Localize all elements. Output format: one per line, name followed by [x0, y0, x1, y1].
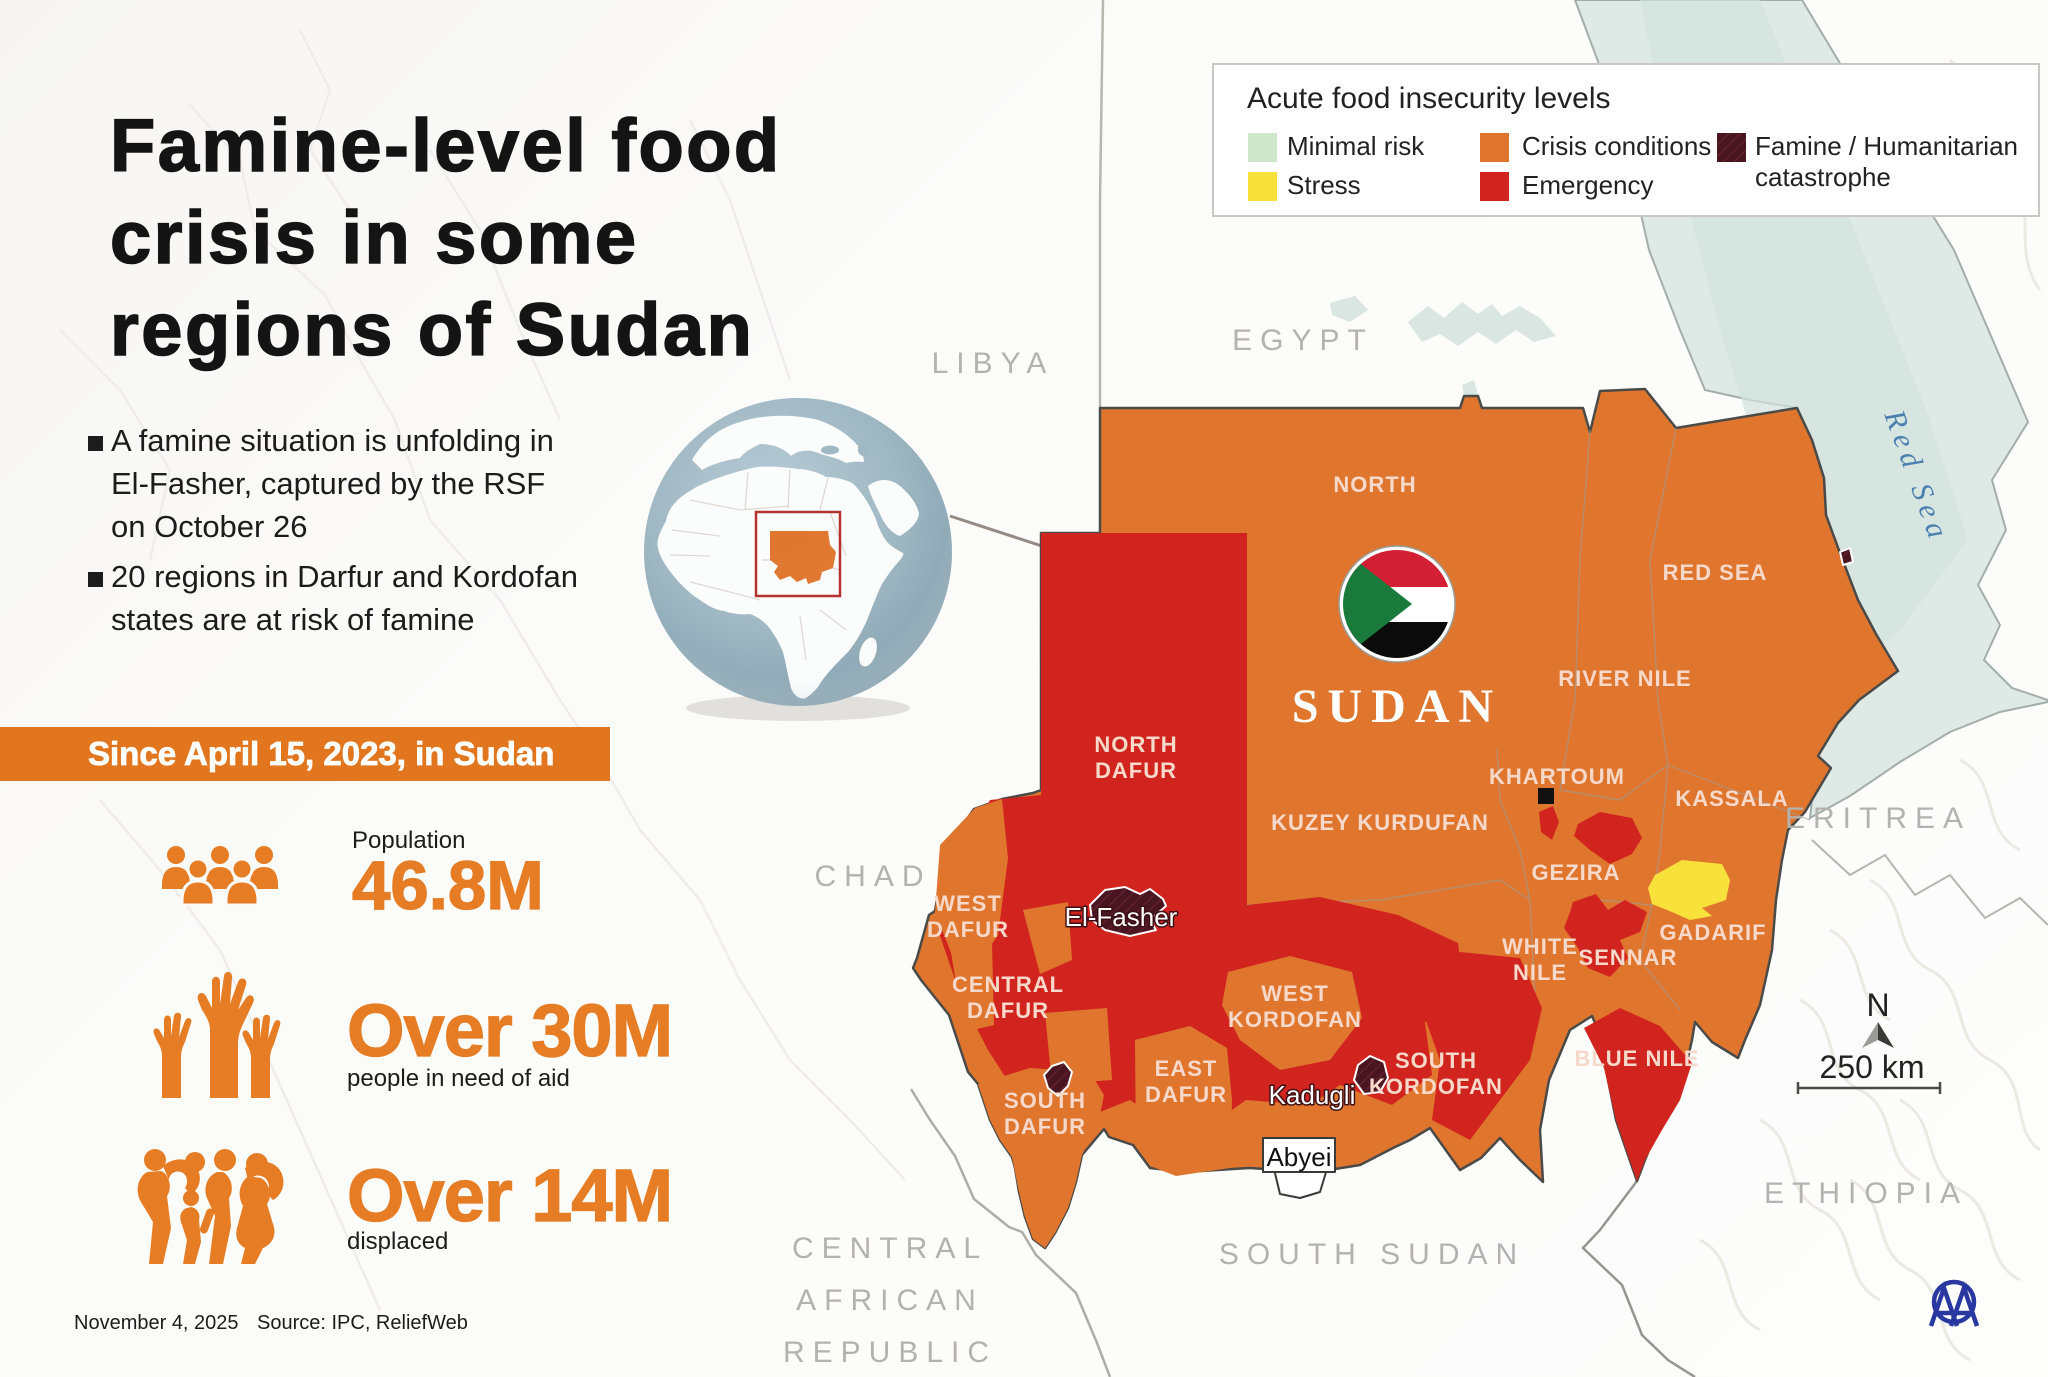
svg-text:CENTRAL: CENTRAL — [952, 972, 1064, 997]
svg-text:KASSALA: KASSALA — [1675, 786, 1788, 811]
svg-text:DAFUR: DAFUR — [1145, 1082, 1227, 1107]
svg-text:DAFUR: DAFUR — [1095, 758, 1177, 783]
svg-text:DAFUR: DAFUR — [967, 998, 1049, 1023]
svg-text:WHITE: WHITE — [1502, 934, 1578, 959]
svg-text:GADARIF: GADARIF — [1659, 920, 1766, 945]
svg-text:El-Fasher: El-Fasher — [1065, 902, 1178, 932]
svg-text:Abyei: Abyei — [1266, 1142, 1331, 1172]
svg-text:SOUTH: SOUTH — [1004, 1088, 1086, 1113]
svg-text:KORDOFAN: KORDOFAN — [1228, 1007, 1362, 1032]
svg-text:250 km: 250 km — [1820, 1049, 1925, 1085]
svg-text:ETHIOPIA: ETHIOPIA — [1764, 1177, 1968, 1210]
svg-text:NORTH: NORTH — [1094, 732, 1177, 757]
svg-text:N: N — [1866, 987, 1889, 1023]
svg-text:SENNAR: SENNAR — [1579, 945, 1678, 970]
svg-text:SOUTH: SOUTH — [1395, 1048, 1477, 1073]
svg-text:RIVER NILE: RIVER NILE — [1558, 666, 1691, 691]
svg-text:SUDAN: SUDAN — [1292, 680, 1502, 733]
svg-text:SOUTH SUDAN: SOUTH SUDAN — [1219, 1238, 1525, 1271]
svg-text:CENTRAL: CENTRAL — [792, 1232, 988, 1265]
svg-text:WEST: WEST — [934, 891, 1002, 916]
svg-text:BLUE NILE: BLUE NILE — [1574, 1046, 1699, 1071]
svg-text:ERITREA: ERITREA — [1785, 802, 1971, 835]
svg-text:NILE: NILE — [1513, 960, 1567, 985]
svg-text:DAFUR: DAFUR — [927, 917, 1009, 942]
svg-text:AFRICAN: AFRICAN — [796, 1284, 984, 1317]
svg-text:KHARTOUM: KHARTOUM — [1489, 764, 1625, 789]
svg-text:EGYPT: EGYPT — [1232, 324, 1374, 357]
svg-text:KORDOFAN: KORDOFAN — [1369, 1074, 1503, 1099]
svg-text:LIBYA: LIBYA — [932, 347, 1055, 380]
svg-text:NORTH: NORTH — [1333, 472, 1416, 497]
svg-text:EAST: EAST — [1155, 1056, 1218, 1081]
svg-text:KUZEY KURDUFAN: KUZEY KURDUFAN — [1271, 810, 1489, 835]
svg-text:CHAD: CHAD — [814, 860, 931, 893]
svg-text:Kadugli: Kadugli — [1269, 1080, 1356, 1110]
svg-text:RED SEA: RED SEA — [1663, 560, 1768, 585]
svg-text:DAFUR: DAFUR — [1004, 1114, 1086, 1139]
svg-text:WEST: WEST — [1261, 981, 1329, 1006]
svg-text:GEZIRA: GEZIRA — [1531, 860, 1620, 885]
svg-text:REPUBLIC: REPUBLIC — [783, 1336, 997, 1369]
